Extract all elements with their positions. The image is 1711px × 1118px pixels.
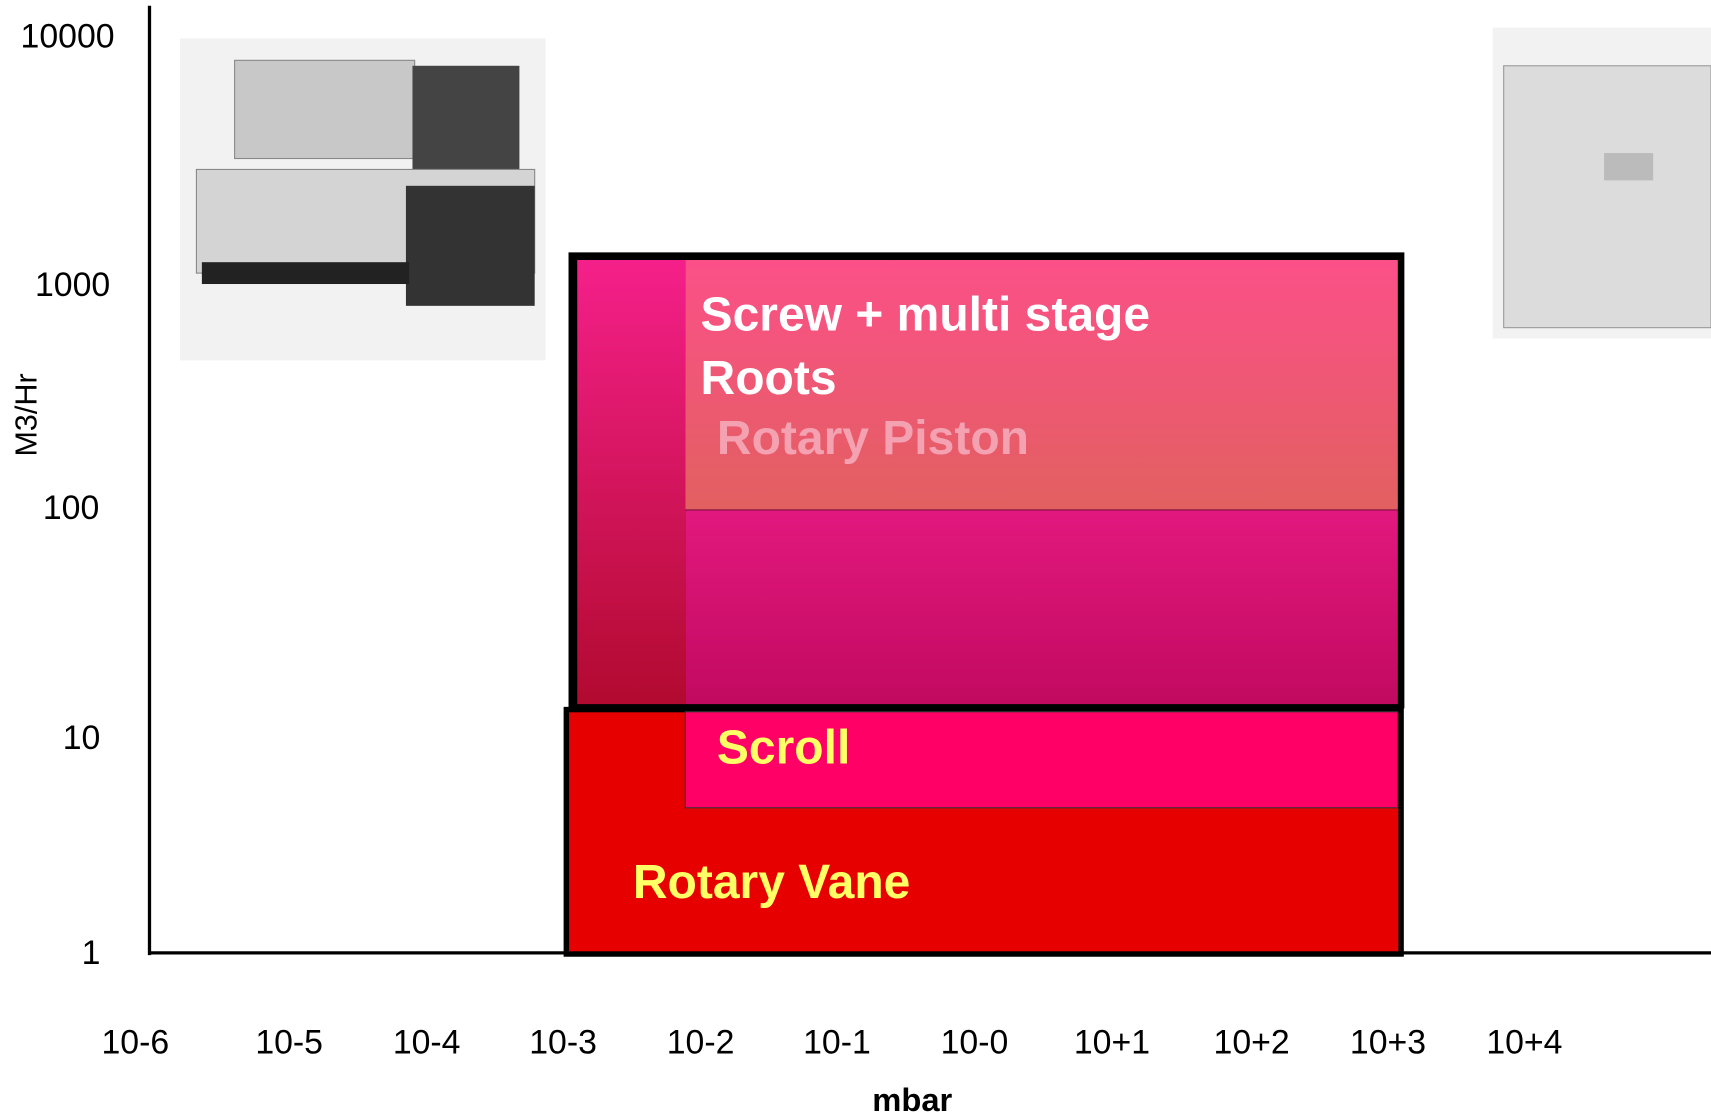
x-axis-label: mbar [872,1081,952,1118]
x-tick-label: 10+1 [1074,1024,1150,1062]
x-tick-label: 10+3 [1350,1024,1426,1062]
y-axis-label: M3/Hr [9,373,43,456]
y-tick-label: 10000 [21,17,115,55]
x-tick-label: 10+2 [1214,1024,1290,1062]
y-tick-label: 1000 [35,266,110,304]
x-tick-label: 10-3 [529,1024,597,1062]
pump-image-right [1492,27,1711,339]
region-label: Scroll [717,722,850,775]
region-label: Screw + multi stage [701,289,1151,342]
y-tick-label: 100 [43,489,99,527]
scroll-region [684,711,1399,809]
x-ticks: 10-6 10-5 10-4 10-3 10-2 10-1 10-0 10+1 10+2 10+3… [101,1024,1562,1062]
x-tick-label: 10-1 [803,1024,871,1062]
region-label: Rotary Vane [633,856,910,909]
upper-region [685,260,1398,510]
x-tick-label: 10-4 [393,1024,461,1062]
region-label: Roots [701,352,837,405]
x-tick-label: 10+4 [1486,1024,1562,1062]
strip-region [577,260,686,705]
middle-region [685,509,1398,705]
x-tick-label: 10-2 [667,1024,735,1062]
x-tick-label: 10-6 [101,1024,169,1062]
region-label: Rotary Piston [717,412,1029,465]
x-tick-label: 10-0 [941,1024,1009,1062]
y-tick-label: 1 [82,934,101,972]
pump-image-left [180,38,546,361]
y-tick-label: 10 [63,719,101,757]
x-tick-label: 10-5 [255,1024,323,1062]
